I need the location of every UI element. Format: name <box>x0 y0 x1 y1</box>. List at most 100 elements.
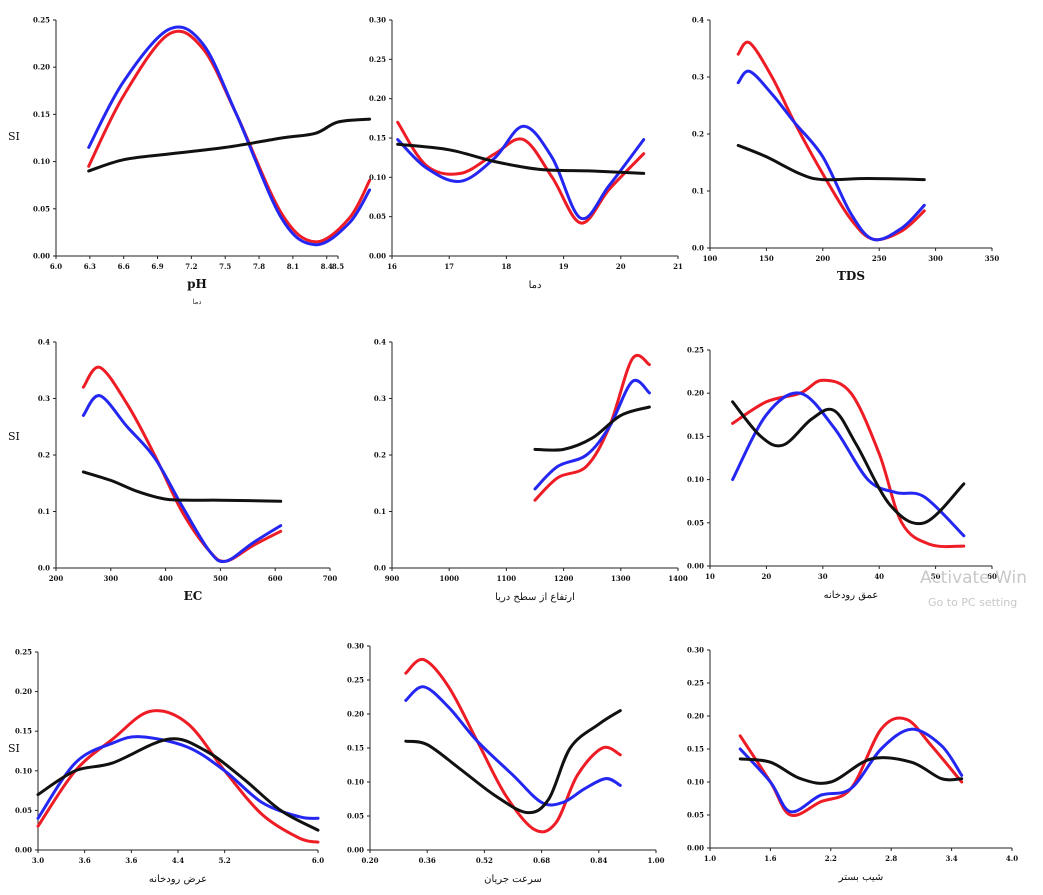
y-tick-label: 0.05 <box>33 204 50 213</box>
x-tick-label: 2.2 <box>825 854 837 863</box>
y-tick-label: 0.10 <box>369 173 386 182</box>
y-tick-label: 0.20 <box>347 710 364 719</box>
y-tick-label: 0.10 <box>33 157 50 166</box>
y-tick-label: 0.15 <box>687 745 704 754</box>
x-axis-label: pH <box>187 277 207 291</box>
series-line-black <box>396 142 646 175</box>
series-line-red <box>533 353 651 502</box>
x-tick-label: 21 <box>673 262 683 271</box>
y-tick-label: 0.00 <box>687 844 704 853</box>
y-tick-label: 0.20 <box>687 712 704 721</box>
y-tick-label: 0.25 <box>687 346 704 355</box>
y-tick-label: 0.2 <box>692 130 704 139</box>
y-tick-label: 0.05 <box>687 811 704 820</box>
x-axis-label: دما <box>529 280 542 291</box>
x-tick-label: 1300 <box>611 574 631 583</box>
x-axis-sublabel: دما <box>193 298 202 306</box>
x-tick-label: 10 <box>705 572 715 581</box>
chart-panel-8: 0.20 0.36 0.52 0.68 0.84 1.00 0.00 0.05 0.10 0.15… <box>347 642 665 886</box>
series-line-blue <box>36 735 320 820</box>
y-tick-label: 0.3 <box>38 394 50 403</box>
x-tick-label: 60 <box>987 572 997 581</box>
y-tick-label: 0.4 <box>374 338 386 347</box>
x-tick-label: 400 <box>158 574 173 583</box>
series-line-red <box>396 120 646 225</box>
x-tick-label: 0.68 <box>533 856 550 865</box>
series-line-black <box>736 143 926 182</box>
chart-panel-2: 16 17 18 19 20 21 0.00 0.05 0.10 0.15 0.20 0.25 0.30… <box>369 16 683 292</box>
y-tick-label: 0.05 <box>369 212 386 221</box>
x-tick-label: 1.00 <box>647 856 664 865</box>
y-tick-label: 0.15 <box>687 432 704 441</box>
series-line-black <box>533 405 651 452</box>
x-tick-label: 3.6 <box>125 856 137 865</box>
x-tick-label: 300 <box>928 254 943 263</box>
x-tick-label: 19 <box>559 262 569 271</box>
chart-panel-6: 10 20 30 40 50 60 0.00 0.05 0.10 0.15 0.20 0.25 عمق … <box>687 346 997 602</box>
y-tick-label: 0.25 <box>687 679 704 688</box>
x-tick-label: 250 <box>872 254 887 263</box>
chart-panel-9: 1.0 1.6 2.2 2.8 3.4 4.0 0.00 0.05 0.10 0.15 0.20 0.… <box>687 646 1018 884</box>
x-tick-label: 200 <box>815 254 830 263</box>
y-tick-label: 0.4 <box>38 338 50 347</box>
series-line-blue <box>533 378 651 491</box>
y-tick-label: 0.2 <box>374 451 386 460</box>
watermark-activate: Activate Win <box>920 568 1027 588</box>
y-tick-label: 0.30 <box>369 16 386 25</box>
x-tick-label: 6.3 <box>84 262 96 271</box>
x-tick-label: 600 <box>268 574 283 583</box>
y-tick-label: 0.10 <box>687 778 704 787</box>
x-tick-label: 1.0 <box>704 854 716 863</box>
y-tick-label: 0.2 <box>38 451 50 460</box>
x-tick-label: 0.36 <box>419 856 436 865</box>
series-line-black <box>81 470 283 503</box>
x-tick-label: 20 <box>616 262 626 271</box>
y-tick-label: 0.00 <box>15 846 32 855</box>
y-tick-label: 0.05 <box>15 806 32 815</box>
x-tick-label: 1100 <box>497 574 517 583</box>
y-tick-label: 0.1 <box>374 507 386 516</box>
chart-panel-1: 6.0 6.3 6.6 6.9 7.2 7.5 7.8 8.1 8.4 8.5 0.00 0.05 0.… <box>8 16 372 306</box>
y-axis-label: SI <box>8 742 20 755</box>
x-tick-label: 6.0 <box>50 262 62 271</box>
y-tick-label: 0.3 <box>692 73 704 82</box>
x-tick-label: 4.0 <box>1006 854 1018 863</box>
x-tick-label: 50 <box>931 572 941 581</box>
x-tick-label: 300 <box>103 574 118 583</box>
series-line-blue <box>731 391 966 538</box>
y-tick-label: 0.0 <box>374 564 386 573</box>
x-tick-label: 2.8 <box>885 854 897 863</box>
series-line-red <box>738 716 964 818</box>
chart-panel-7: 3.0 3.6 3.6 4.4 5.2 6.0 0.00 0.05 0.10 0.15 0.20 0.… <box>8 648 324 886</box>
y-axis-label: SI <box>8 130 20 143</box>
chart-panel-4: 200 300 400 500 600 700 0.0 0.1 0.2 0.3 0.4 EC SI <box>8 338 337 604</box>
y-tick-label: 0.00 <box>687 562 704 571</box>
x-axis-label: سرعت جریان <box>484 874 542 885</box>
x-tick-label: 30 <box>818 572 828 581</box>
x-tick-label: 3.6 <box>79 856 91 865</box>
series-line-red <box>731 378 966 549</box>
y-tick-label: 0.10 <box>347 778 364 787</box>
x-tick-label: 200 <box>49 574 64 583</box>
y-tick-label: 0.0 <box>692 244 704 253</box>
x-tick-label: 1000 <box>439 574 459 583</box>
x-tick-label: 900 <box>385 574 400 583</box>
chart-panels: 6.0 6.3 6.6 6.9 7.2 7.5 7.8 8.1 8.4 8.50.000.050.… <box>8 16 1018 886</box>
y-tick-label: 0.20 <box>369 94 386 103</box>
x-axis-label: TDS <box>837 269 865 283</box>
y-tick-label: 0.10 <box>15 766 32 775</box>
x-tick-label: 18 <box>502 262 512 271</box>
y-tick-label: 0.20 <box>15 687 32 696</box>
x-tick-label: 17 <box>444 262 454 271</box>
y-tick-label: 0.00 <box>369 252 386 261</box>
x-tick-label: 7.5 <box>219 262 231 271</box>
series-line-blue <box>736 69 926 242</box>
y-tick-label: 0.15 <box>347 744 364 753</box>
y-tick-label: 0.3 <box>374 394 386 403</box>
x-tick-label: 4.4 <box>172 856 184 865</box>
x-axis-label: شیب بستر <box>838 872 884 883</box>
x-tick-label: 500 <box>213 574 228 583</box>
y-tick-label: 0.20 <box>687 389 704 398</box>
x-tick-label: 1400 <box>668 574 688 583</box>
